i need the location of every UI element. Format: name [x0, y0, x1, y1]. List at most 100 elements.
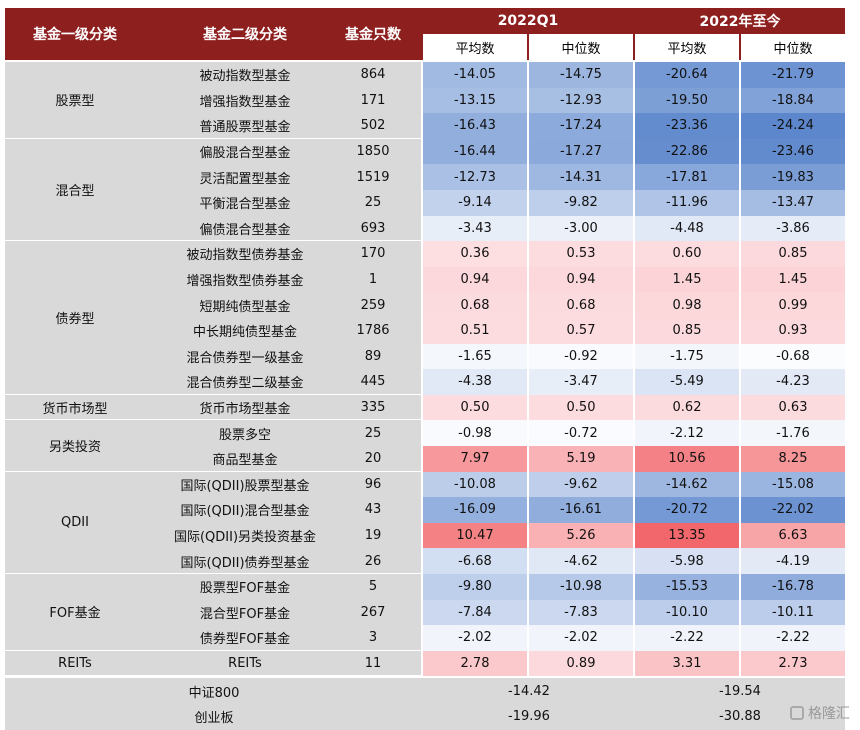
watermark: 格隆汇: [790, 703, 850, 723]
subcategory-label: 混合债券型一级基金: [186, 350, 304, 366]
return-value-cell: 6.63: [741, 522, 845, 549]
return-value-cell: 0.57: [529, 318, 633, 344]
benchmark-ytd: -19.54: [635, 678, 845, 704]
return-value-cell: 0.99: [741, 292, 845, 318]
subcategory-label: 被动指数型债券基金: [186, 248, 304, 264]
header-level1: 基金一级分类: [33, 27, 117, 43]
subcategory-label: 国际(QDII)债券型基金: [180, 555, 310, 571]
fund-count: 1519: [356, 169, 390, 185]
return-value-cell: -3.86: [741, 215, 845, 242]
return-value-cell: -1.65: [423, 343, 527, 370]
return-value-cell: 0.51: [423, 318, 527, 344]
fund-count: 89: [364, 348, 382, 364]
subcategory-label: 普通股票型基金: [199, 120, 291, 136]
header-count: 基金只数: [345, 27, 401, 43]
return-value-cell: -16.09: [423, 497, 527, 523]
return-value-cell: -12.93: [529, 87, 633, 114]
group-row-background: [145, 471, 421, 573]
return-value-cell: 0.85: [635, 318, 739, 344]
fund-count: 170: [360, 246, 386, 262]
subcategory-label: 商品型基金: [212, 453, 278, 469]
return-value-cell: -15.53: [635, 574, 739, 600]
return-value-cell: -4.23: [741, 369, 845, 395]
return-value-cell: -16.44: [423, 138, 527, 165]
return-value-cell: -4.38: [423, 369, 527, 395]
fund-count: 20: [364, 451, 382, 467]
return-value-cell: -20.64: [635, 62, 739, 88]
return-value-cell: 0.94: [529, 266, 633, 293]
group-row-background: [145, 62, 421, 138]
return-value-cell: 0.98: [635, 292, 739, 318]
fund-count: 693: [360, 220, 386, 236]
group-row-background: [145, 420, 421, 471]
return-value-cell: -17.24: [529, 113, 633, 139]
fund-count: 96: [364, 476, 382, 492]
fund-count: 335: [360, 400, 386, 416]
fund-count: 26: [364, 553, 382, 569]
fund-count: 1: [368, 272, 378, 288]
subcategory-label: 国际(QDII)另类投资基金: [173, 530, 317, 546]
return-value-cell: 0.62: [635, 394, 739, 421]
return-value-cell: -13.47: [741, 190, 845, 216]
return-value-cell: 0.85: [741, 241, 845, 267]
return-value-cell: -3.00: [529, 215, 633, 242]
return-value-cell: -16.78: [741, 574, 845, 600]
subcategory-label: 平衡混合型基金: [199, 197, 291, 213]
fund-count: 864: [360, 67, 386, 83]
return-value-cell: 5.19: [529, 446, 633, 472]
return-value-cell: 10.47: [423, 522, 527, 549]
return-value-cell: 0.93: [741, 318, 845, 344]
return-value-cell: 0.63: [741, 394, 845, 421]
header-level2: 基金二级分类: [203, 27, 287, 43]
subcategory-label: 偏股混合型基金: [199, 146, 291, 162]
return-value-cell: -0.92: [529, 343, 633, 370]
return-value-cell: -24.24: [741, 113, 845, 139]
return-value-cell: -9.82: [529, 190, 633, 216]
subcategory-label: 货币市场型基金: [199, 402, 291, 418]
return-value-cell: -15.08: [741, 471, 845, 498]
group-cell: FOF基金: [5, 574, 145, 650]
return-value-cell: 0.94: [423, 266, 527, 293]
return-value-cell: -5.49: [635, 369, 739, 395]
watermark-text: 格隆汇: [808, 706, 850, 722]
return-value-cell: 5.26: [529, 522, 633, 549]
subcategory-label: 偏债混合型基金: [199, 222, 291, 238]
return-value-cell: -11.96: [635, 190, 739, 216]
return-value-cell: -23.46: [741, 138, 845, 165]
return-value-cell: 0.68: [529, 292, 633, 318]
return-value-cell: -14.75: [529, 62, 633, 88]
return-value-cell: 2.78: [423, 650, 527, 677]
return-value-cell: -22.86: [635, 138, 739, 165]
group-row-background: [145, 241, 421, 394]
fund-count: 267: [360, 604, 386, 620]
return-value-cell: -10.11: [741, 599, 845, 626]
return-value-cell: -10.08: [423, 471, 527, 498]
subheader-ytd-median: 中位数: [741, 34, 845, 60]
return-value-cell: -23.36: [635, 113, 739, 139]
fund-count: 445: [360, 374, 386, 390]
benchmark-name: 创业板: [5, 704, 423, 730]
return-value-cell: -17.27: [529, 138, 633, 165]
return-value-cell: -10.10: [635, 599, 739, 626]
return-value-cell: -4.62: [529, 548, 633, 574]
return-value-cell: -6.68: [423, 548, 527, 574]
return-value-cell: -19.83: [741, 164, 845, 190]
return-value-cell: 13.35: [635, 522, 739, 549]
return-value-cell: 0.50: [423, 394, 527, 421]
return-value-cell: 0.60: [635, 241, 739, 267]
return-value-cell: 3.31: [635, 650, 739, 677]
group-cell: 债券型: [5, 241, 145, 394]
fund-count: 11: [364, 656, 382, 672]
return-value-cell: -22.02: [741, 497, 845, 523]
return-value-cell: -1.76: [741, 420, 845, 446]
fund-count: 502: [360, 118, 386, 134]
subcategory-label: REITs: [228, 656, 262, 672]
subheader-q1-avg: 平均数: [423, 34, 527, 60]
fund-count: 5: [368, 579, 378, 595]
subcategory-label: 被动指数型基金: [199, 69, 291, 85]
return-value-cell: 0.50: [529, 394, 633, 421]
fund-count: 171: [360, 92, 386, 108]
return-value-cell: -12.73: [423, 164, 527, 190]
return-value-cell: -14.31: [529, 164, 633, 190]
fund-count: 3: [368, 630, 378, 646]
